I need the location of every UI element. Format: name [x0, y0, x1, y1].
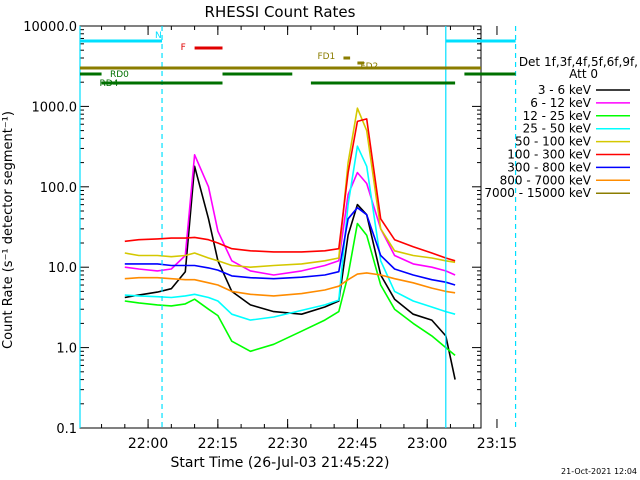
legend-header-line-1: Det 1f,3f,4f,5f,6f,9f, — [519, 55, 638, 69]
legend-label: 12 - 25 keV — [523, 109, 592, 123]
legend-header-line-2: Att 0 — [569, 67, 598, 81]
legend-label: 800 - 7000 keV — [500, 173, 592, 187]
x-tick-label: 23:00 — [407, 436, 447, 452]
y-tick-label: 1000.0 — [32, 100, 78, 115]
legend-label: 100 - 300 keV — [507, 148, 591, 162]
x-axis: 22:00 22:15 22:30 22:45 23:00 23:15 — [101, 26, 517, 452]
series-line-50-100-kev — [124, 107, 456, 269]
x-tick-label: 23:15 — [477, 436, 517, 452]
legend-label: 50 - 100 keV — [515, 135, 592, 149]
x-tick-label: 22:15 — [198, 436, 238, 452]
x-axis-label: Start Time (26-Jul-03 21:45:22) — [170, 455, 389, 471]
series-line-300-800-kev — [124, 206, 456, 286]
series-line-3-6-kev — [124, 165, 456, 380]
y-tick-label: 0.1 — [56, 422, 77, 437]
y-axis: 0.1 1.0 10.0 100.0 1000.0 10000.0 — [23, 20, 481, 437]
series-line-800-7000-kev — [124, 272, 456, 297]
legend-label: 3 - 6 keV — [538, 83, 592, 97]
y-tick-label: 10000.0 — [23, 20, 77, 35]
legend-label: 7000 - 15000 keV — [484, 186, 591, 200]
y-tick-label: 10.0 — [48, 261, 77, 276]
legend-label: 6 - 12 keV — [530, 96, 592, 110]
series-line-12-25-kev — [124, 222, 456, 357]
series-line-100-300-kev — [124, 118, 456, 262]
series-line-6-12-kev — [124, 154, 456, 276]
fd-label: FD1 — [317, 52, 335, 62]
x-tick-label: 22:30 — [267, 436, 307, 452]
night-label: N — [155, 31, 162, 41]
y-tick-label: 1.0 — [56, 342, 77, 357]
x-tick-label: 22:45 — [337, 436, 377, 452]
legend-label: 25 - 50 keV — [523, 122, 592, 136]
y-axis-label: Count Rate (s⁻¹ detector segment⁻¹) — [1, 111, 16, 349]
footer-date: 21-Oct-2021 12:04 — [561, 467, 637, 476]
legend-label: 300 - 800 keV — [507, 160, 591, 174]
x-tick-label: 22:00 — [128, 436, 168, 452]
rd0-label: RD0 — [110, 70, 129, 80]
series-line-25-50-kev — [124, 145, 456, 321]
rd4-label: RD4 — [100, 79, 119, 89]
flare-label: F — [181, 43, 186, 53]
chart-title: RHESSI Count Rates — [205, 3, 356, 21]
legend: Det 1f,3f,4f,5f,6f,9f, Att 0 3 - 6 keV6 … — [484, 55, 638, 200]
y-tick-label: 100.0 — [40, 181, 77, 196]
fd-label: FD2 — [360, 62, 378, 72]
